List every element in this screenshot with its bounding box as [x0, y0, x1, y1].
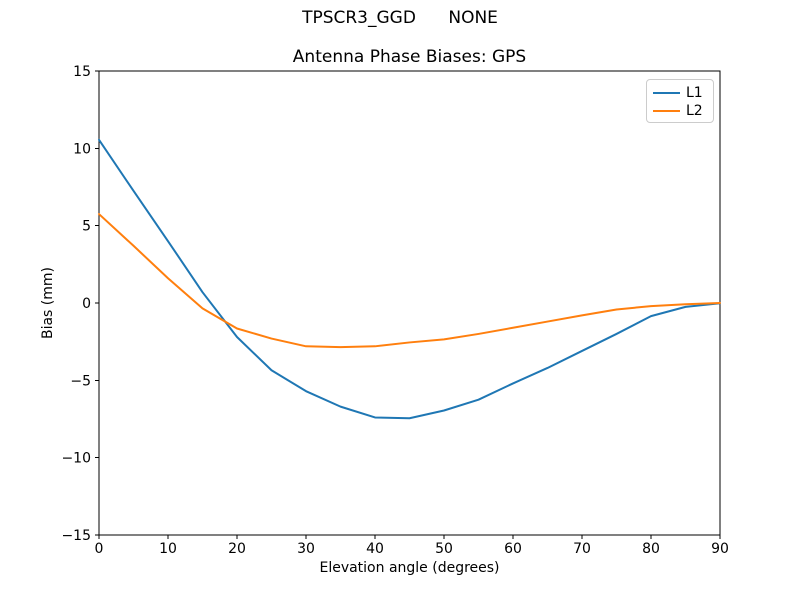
- legend-item-l1: L1: [653, 84, 713, 102]
- legend-label-l1: L1: [686, 85, 703, 101]
- y-tick-label: −10: [61, 451, 91, 467]
- x-tick-label: 30: [297, 541, 315, 557]
- legend-item-l2: L2: [653, 102, 713, 120]
- x-tick-label: 60: [504, 541, 522, 557]
- l2-line-swatch: [653, 110, 680, 112]
- x-axis-label: Elevation angle (degrees): [319, 560, 500, 576]
- x-tick-label: 70: [573, 541, 591, 557]
- y-tick-label: 10: [73, 141, 91, 157]
- y-tick-label: 5: [82, 219, 91, 235]
- x-tick-label: 50: [435, 541, 453, 557]
- y-tick-label: 15: [73, 64, 91, 80]
- x-tick-label: 40: [366, 541, 384, 557]
- axes-spines: [98, 70, 721, 536]
- figure-suptitle: TPSCR3_GGD NONE: [302, 8, 498, 28]
- series-line-l2: [98, 213, 721, 349]
- x-tick-label: 80: [642, 541, 660, 557]
- y-tick-label: −15: [61, 528, 91, 544]
- series-line-l1: [98, 138, 721, 420]
- x-tick-label: 0: [95, 541, 104, 557]
- x-tick-label: 10: [159, 541, 177, 557]
- legend-label-l2: L2: [686, 103, 703, 119]
- l1-line-swatch: [653, 92, 680, 94]
- y-tick-label: −5: [70, 373, 91, 389]
- y-tick-label: 0: [82, 296, 91, 312]
- x-tick-label: 20: [228, 541, 246, 557]
- legend: L1 L2: [646, 79, 714, 123]
- x-tick-label: 90: [711, 541, 729, 557]
- axes-title: Antenna Phase Biases: GPS: [292, 47, 527, 67]
